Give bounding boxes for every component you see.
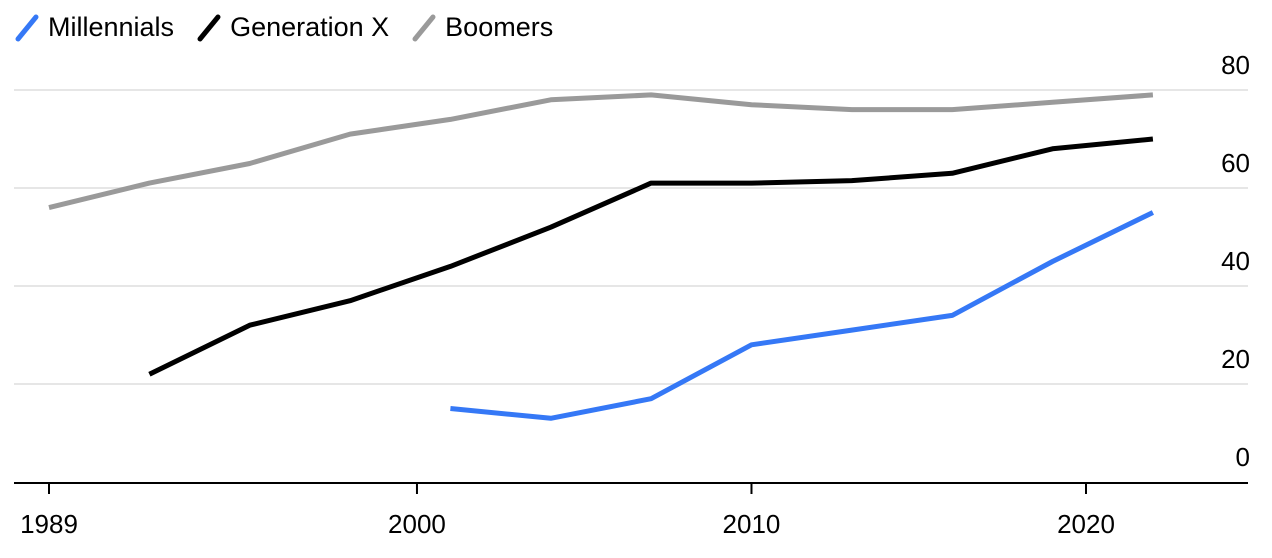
- series-line-millennials: [450, 210, 1154, 421]
- x-axis-labels: 1989 2000 2010 2020: [20, 509, 1115, 539]
- x-tick-label-1989: 1989: [20, 509, 78, 539]
- y-axis-labels: 0 20 40 60 80: [1221, 50, 1250, 472]
- x-tick-label-2000: 2000: [388, 509, 446, 539]
- legend-swatch-millennials: [15, 14, 39, 41]
- grid-lines: [14, 89, 1248, 385]
- legend-line-millennials: [15, 14, 39, 41]
- y-tick-label-40: 40: [1221, 246, 1250, 276]
- series-line-generation-x: [148, 136, 1154, 377]
- legend-label-boomers: Boomers: [445, 12, 554, 42]
- y-tick-label-80: 80: [1221, 50, 1250, 80]
- legend-item-millennials: Millennials: [14, 12, 174, 43]
- x-tick-label-2010: 2010: [723, 509, 781, 539]
- legend-swatch-boomers: [412, 14, 436, 41]
- legend-swatch-generation-x: [197, 14, 221, 41]
- legend: Millennials Generation X Boomers: [14, 12, 575, 43]
- y-tick-label-0: 0: [1236, 442, 1250, 472]
- legend-item-boomers: Boomers: [411, 12, 553, 43]
- legend-item-generation-x: Generation X: [196, 12, 389, 43]
- y-tick-label-20: 20: [1221, 344, 1250, 374]
- series-lines: [48, 92, 1154, 421]
- series-line-boomers: [48, 92, 1154, 211]
- legend-label-generation-x: Generation X: [230, 12, 390, 42]
- legend-line-boomers: [412, 14, 436, 41]
- legend-label-millennials: Millennials: [48, 12, 175, 42]
- x-axis: [14, 482, 1248, 494]
- y-tick-label-60: 60: [1221, 148, 1250, 178]
- legend-line-generation-x: [197, 14, 221, 41]
- x-tick-label-2020: 2020: [1057, 509, 1115, 539]
